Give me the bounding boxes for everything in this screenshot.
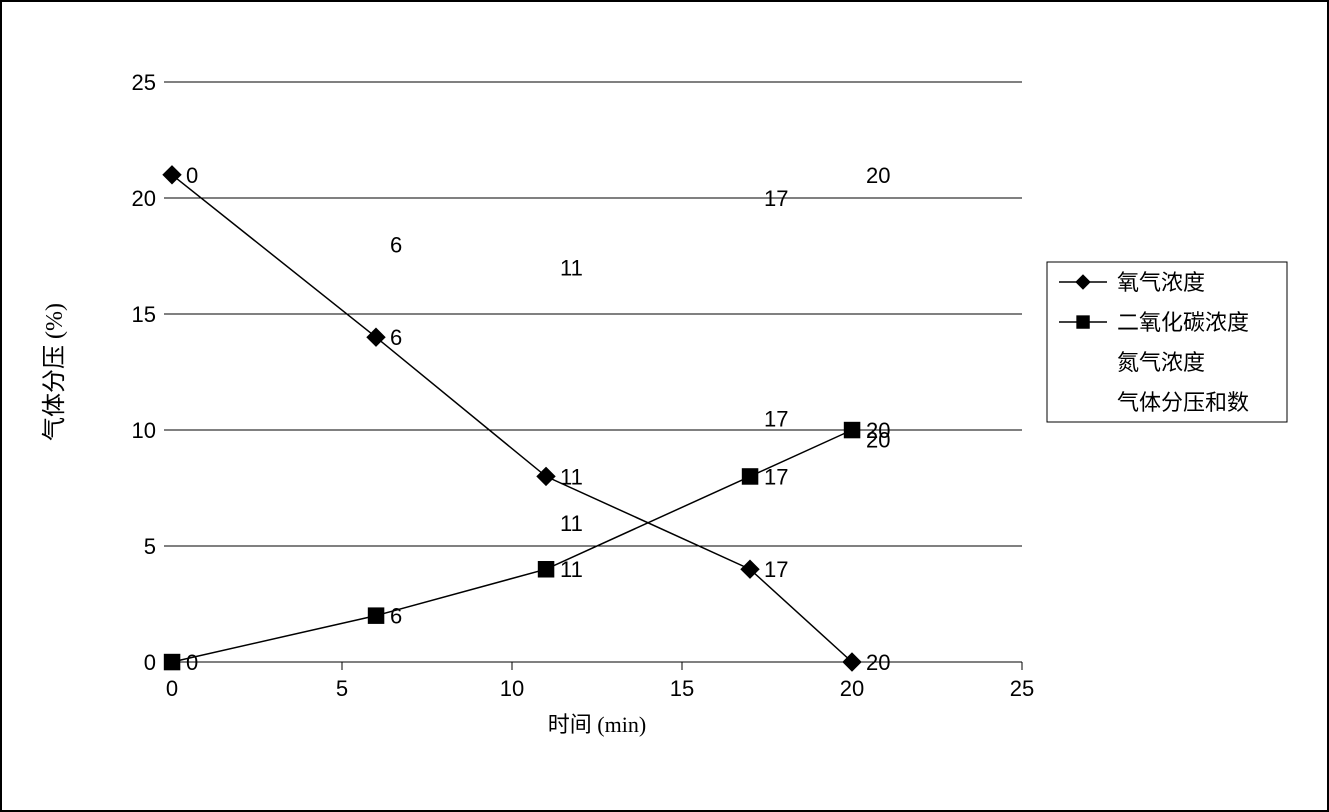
data-label: 20	[866, 427, 890, 452]
data-label: 11	[560, 464, 583, 489]
y-tick-label: 20	[132, 186, 156, 211]
y-axis-label: 气体分压 (%)	[41, 303, 68, 441]
x-axis-label: 时间 (min)	[548, 712, 646, 737]
chart-frame: 0 5 10 15 20 25 0 5 10 15 20 25 时间 (min) 气体分压 (%) 0 6 11…	[0, 0, 1329, 812]
data-label: 6	[390, 232, 402, 257]
data-label: 20	[866, 650, 890, 675]
x-tick-label: 15	[670, 676, 694, 701]
x-tick-label: 20	[840, 676, 864, 701]
legend-label: 气体分压和数	[1117, 390, 1249, 415]
data-label: 6	[390, 604, 402, 629]
legend-label: 氮气浓度	[1117, 350, 1205, 375]
y-tick-label: 10	[132, 418, 156, 443]
data-label: 17	[764, 557, 788, 582]
data-label: 11	[560, 256, 583, 281]
data-label: 17	[764, 464, 788, 489]
data-label: 11	[560, 557, 583, 582]
x-tick-label: 10	[500, 676, 524, 701]
x-tick-label: 25	[1010, 676, 1034, 701]
data-label: 20	[866, 163, 890, 188]
data-label: 6	[390, 325, 402, 350]
x-tick-label: 0	[166, 676, 178, 701]
y-tick-label: 25	[132, 70, 156, 95]
chart-container: 0 5 10 15 20 25 0 5 10 15 20 25 时间 (min) 气体分压 (%) 0 6 11…	[22, 22, 1307, 790]
y-tick-label: 0	[144, 650, 156, 675]
y-tick-label: 15	[132, 302, 156, 327]
data-label: 0	[186, 163, 198, 188]
legend-label: 氧气浓度	[1117, 270, 1205, 295]
chart-svg: 0 5 10 15 20 25 0 5 10 15 20 25 时间 (min) 气体分压 (%) 0 6 11…	[22, 22, 1307, 790]
x-tick-label: 5	[336, 676, 348, 701]
data-label: 0	[186, 650, 198, 675]
y-tick-label: 5	[144, 534, 156, 559]
data-label: 17	[764, 406, 788, 431]
data-label: 11	[560, 511, 583, 536]
legend-label: 二氧化碳浓度	[1117, 310, 1249, 335]
data-label: 17	[764, 186, 788, 211]
